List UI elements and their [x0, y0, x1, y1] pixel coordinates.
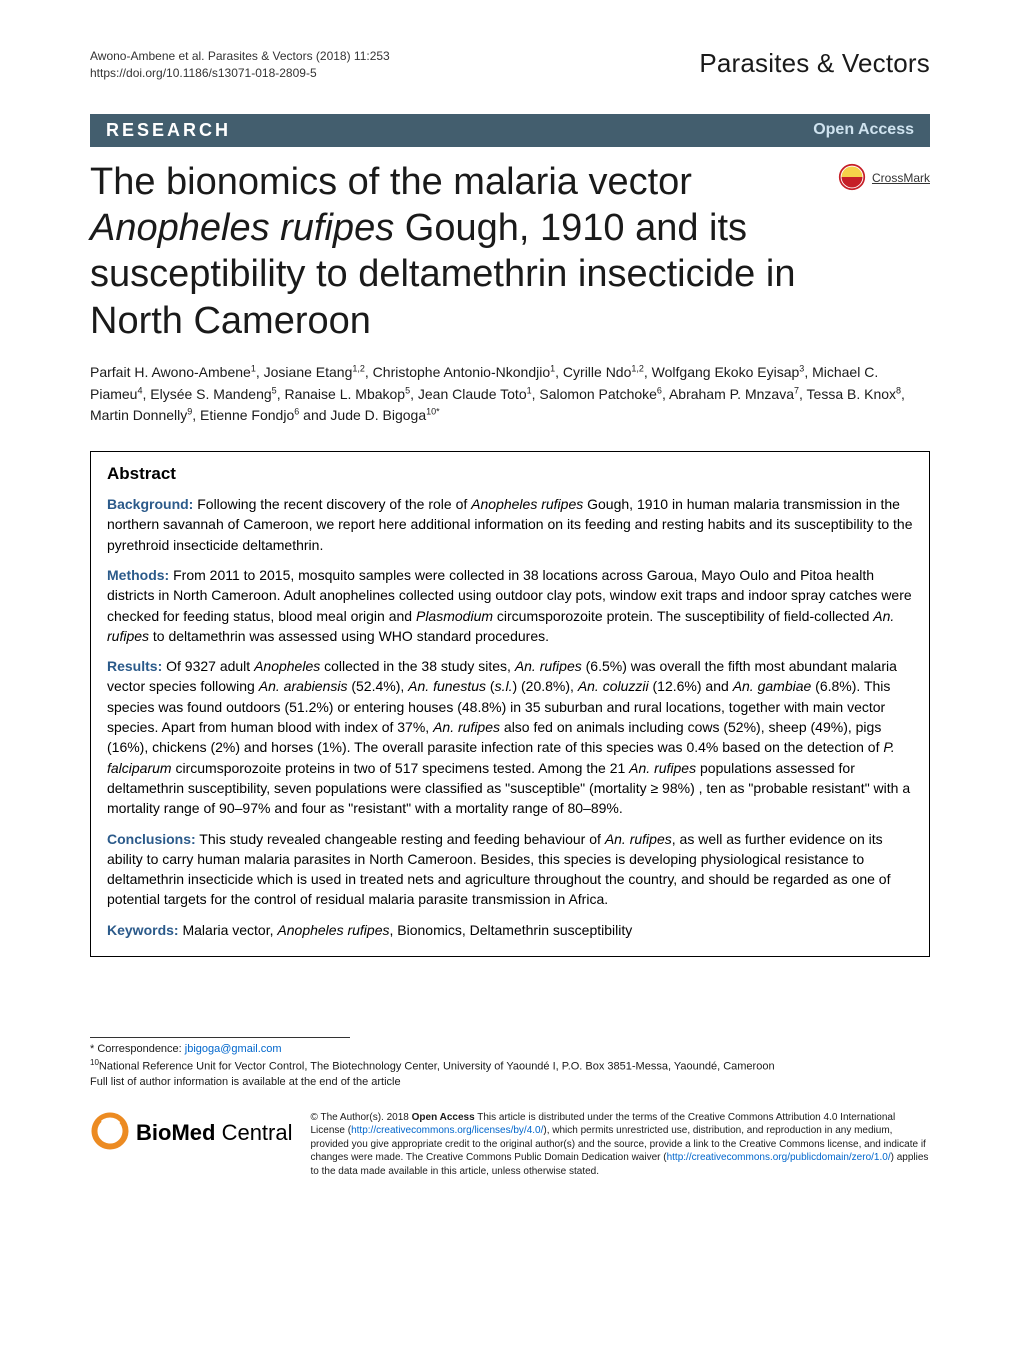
publisher-logo-icon	[90, 1111, 130, 1156]
citation-doi: https://doi.org/10.1186/s13071-018-2809-…	[90, 65, 390, 82]
correspondence-note: Full list of author information is avail…	[90, 1075, 930, 1090]
abstract-paragraph: Results: Of 9327 adult Anopheles collect…	[107, 656, 913, 818]
abstract-heading: Abstract	[107, 464, 913, 484]
abstract-label: Results:	[107, 658, 162, 674]
correspondence-line-1: * Correspondence: jbigoga@gmail.com	[90, 1042, 930, 1057]
title-row: The bionomics of the malaria vector Anop…	[0, 147, 1020, 344]
citation-block: Awono-Ambene et al. Parasites & Vectors …	[90, 48, 390, 82]
publisher-brand-bold: BioMed	[136, 1120, 215, 1145]
abstract-sections: Background: Following the recent discove…	[107, 494, 913, 940]
section-label: RESEARCH	[106, 120, 231, 141]
abstract-label: Conclusions:	[107, 831, 196, 847]
citation-line-1: Awono-Ambene et al. Parasites & Vectors …	[90, 48, 390, 65]
crossmark-label: CrossMark	[872, 171, 930, 185]
abstract-label: Methods:	[107, 567, 169, 583]
footer-block: * Correspondence: jbigoga@gmail.com 10Na…	[0, 957, 1020, 1091]
running-head: Awono-Ambene et al. Parasites & Vectors …	[0, 0, 1020, 90]
publisher-brand-light: Central	[215, 1120, 292, 1145]
publisher-logo: BioMed Central	[90, 1111, 293, 1156]
abstract-paragraph: Methods: From 2011 to 2015, mosquito sam…	[107, 565, 913, 646]
title-pre: The bionomics of the malaria vector	[90, 161, 692, 203]
publisher-logo-text: BioMed Central	[136, 1120, 293, 1146]
abstract-label: Background:	[107, 496, 193, 512]
title-species: Anopheles rufipes	[90, 207, 394, 249]
open-access-label: Open Access	[813, 121, 914, 139]
abstract-paragraph: Keywords: Malaria vector, Anopheles rufi…	[107, 920, 913, 940]
abstract-paragraph: Background: Following the recent discove…	[107, 494, 913, 555]
correspondence-affiliation: 10National Reference Unit for Vector Con…	[90, 1057, 930, 1075]
section-ribbon: RESEARCH Open Access	[90, 114, 930, 147]
crossmark-icon	[838, 163, 866, 194]
correspondence-email[interactable]: jbigoga@gmail.com	[185, 1043, 282, 1055]
journal-brand: Parasites & Vectors	[699, 48, 930, 79]
correspondence: * Correspondence: jbigoga@gmail.com 10Na…	[90, 1042, 930, 1091]
author-list: Parfait H. Awono-Ambene1, Josiane Etang1…	[0, 344, 1020, 427]
correspondence-prefix: * Correspondence:	[90, 1043, 185, 1055]
abstract-label: Keywords:	[107, 922, 179, 938]
license-row: BioMed Central © The Author(s). 2018 Ope…	[0, 1091, 1020, 1219]
abstract-paragraph: Conclusions: This study revealed changea…	[107, 829, 913, 910]
correspondence-separator	[90, 1037, 350, 1038]
crossmark-badge[interactable]: CrossMark	[838, 159, 930, 194]
article-title: The bionomics of the malaria vector Anop…	[90, 159, 818, 344]
abstract-box: Abstract Background: Following the recen…	[90, 451, 930, 957]
license-text: © The Author(s). 2018 Open Access This a…	[311, 1111, 931, 1179]
